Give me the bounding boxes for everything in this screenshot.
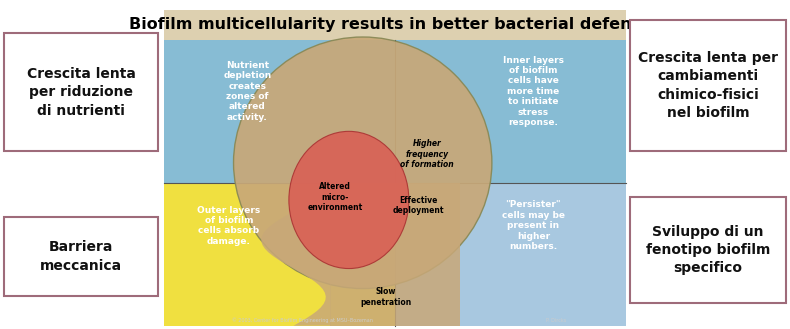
Bar xyxy=(164,40,395,183)
Text: Sviluppo di un
fenotipo biofilm
specifico: Sviluppo di un fenotipo biofilm specific… xyxy=(646,225,770,275)
Text: Outer layers
of biofilm
cells absorb
damage.: Outer layers of biofilm cells absorb dam… xyxy=(198,206,261,246)
Bar xyxy=(164,183,395,326)
Bar xyxy=(164,10,626,40)
Bar xyxy=(164,10,626,326)
Text: Nutrient
depletion
creates
zones of
altered
activity.: Nutrient depletion creates zones of alte… xyxy=(224,61,272,122)
FancyBboxPatch shape xyxy=(630,20,786,151)
Text: © 2003, Center for Biofilm Engineering at MSU–Bozeman: © 2003, Center for Biofilm Engineering a… xyxy=(232,317,373,323)
Text: Slow
penetration: Slow penetration xyxy=(360,288,412,307)
Text: Barriera
meccanica: Barriera meccanica xyxy=(40,240,122,273)
Text: P. Dircks: P. Dircks xyxy=(547,318,566,323)
Polygon shape xyxy=(261,183,330,326)
Text: Crescita lenta
per riduzione
di nutrienti: Crescita lenta per riduzione di nutrient… xyxy=(27,67,135,117)
Text: Effective
deployment: Effective deployment xyxy=(393,196,444,215)
Ellipse shape xyxy=(289,131,409,268)
Text: Biofilm multicellularity results in better bacterial defenses: Biofilm multicellularity results in bett… xyxy=(129,17,661,32)
FancyBboxPatch shape xyxy=(630,197,786,303)
Text: Inner layers
of biofilm
cells have
more time
to initiate
stress
response.: Inner layers of biofilm cells have more … xyxy=(503,56,564,127)
FancyBboxPatch shape xyxy=(4,217,158,296)
Ellipse shape xyxy=(234,37,492,289)
Bar xyxy=(330,183,460,326)
FancyBboxPatch shape xyxy=(4,33,158,151)
Text: Crescita lenta per
cambiamenti
chimico-fisici
nel biofilm: Crescita lenta per cambiamenti chimico-f… xyxy=(638,51,778,120)
Text: Higher
frequency
of formation: Higher frequency of formation xyxy=(401,139,454,169)
Bar xyxy=(395,183,626,326)
Bar xyxy=(395,40,626,183)
Text: "Persister"
cells may be
present in
higher
numbers.: "Persister" cells may be present in high… xyxy=(502,200,565,251)
Text: Altered
micro-
environment: Altered micro- environment xyxy=(307,182,363,212)
